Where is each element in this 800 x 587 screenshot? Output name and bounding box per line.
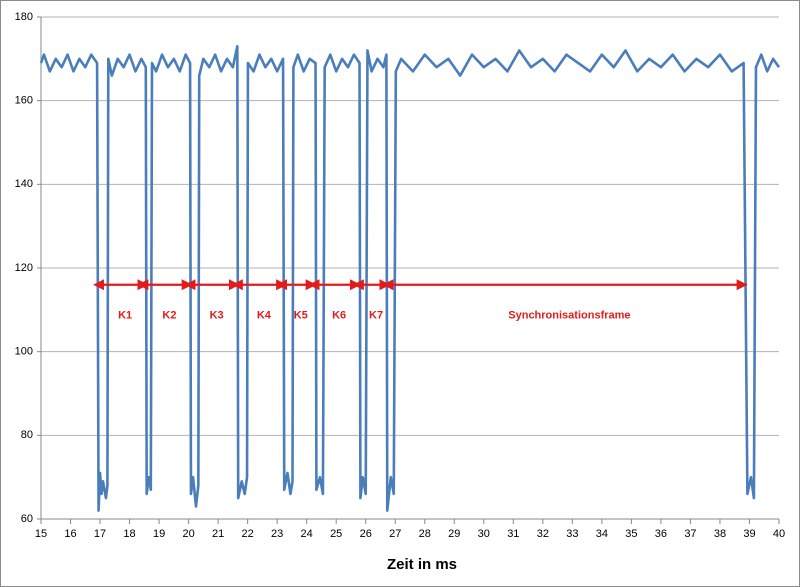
- y-tick-label: 60: [21, 513, 33, 525]
- y-tick-label: 180: [15, 11, 33, 23]
- annotation-label: Synchronisationsframe: [508, 310, 630, 322]
- y-tick-label: 140: [15, 178, 33, 190]
- x-tick-label: 29: [448, 528, 460, 540]
- annotation-label: K1: [118, 310, 132, 322]
- x-tick-label: 25: [330, 528, 342, 540]
- y-tick-label: 120: [15, 262, 33, 274]
- y-tick-label: 160: [15, 95, 33, 107]
- x-tick-label: 20: [182, 528, 194, 540]
- x-tick-label: 22: [242, 528, 254, 540]
- annotation-label: K5: [294, 310, 308, 322]
- x-tick-label: 19: [153, 528, 165, 540]
- series-line: [39, 44, 781, 512]
- x-tick-label: 36: [655, 528, 667, 540]
- x-tick-label: 18: [123, 528, 135, 540]
- x-tick-label: 28: [419, 528, 431, 540]
- x-tick-label: 16: [64, 528, 76, 540]
- x-tick-label: 34: [596, 528, 608, 540]
- x-tick-label: 33: [566, 528, 578, 540]
- x-tick-label: 32: [537, 528, 549, 540]
- x-axis-title: Zeit in ms: [387, 556, 457, 573]
- x-tick-label: 15: [35, 528, 47, 540]
- y-tick-label: 100: [15, 346, 33, 358]
- x-tick-label: 26: [360, 528, 372, 540]
- x-tick-label: 37: [684, 528, 696, 540]
- x-tick-label: 21: [212, 528, 224, 540]
- y-tick-label: 80: [21, 429, 33, 441]
- x-tick-label: 38: [714, 528, 726, 540]
- annotation-label: K2: [162, 310, 176, 322]
- annotation-label: K6: [332, 310, 346, 322]
- annotation-label: K4: [257, 310, 272, 322]
- annotation-label: K3: [210, 310, 224, 322]
- annotation-label: K7: [369, 310, 383, 322]
- x-tick-label: 31: [507, 528, 519, 540]
- x-tick-label: 35: [625, 528, 637, 540]
- x-tick-label: 27: [389, 528, 401, 540]
- x-tick-label: 23: [271, 528, 283, 540]
- x-tick-label: 30: [478, 528, 490, 540]
- x-tick-label: 24: [301, 528, 313, 540]
- x-tick-label: 17: [94, 528, 106, 540]
- x-tick-label: 40: [773, 528, 785, 540]
- x-tick-label: 39: [743, 528, 755, 540]
